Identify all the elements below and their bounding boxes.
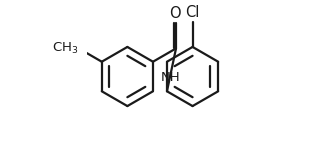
Text: NH: NH	[161, 71, 181, 84]
Text: CH$_3$: CH$_3$	[52, 41, 78, 56]
Text: Cl: Cl	[185, 5, 200, 20]
Text: O: O	[169, 6, 181, 21]
